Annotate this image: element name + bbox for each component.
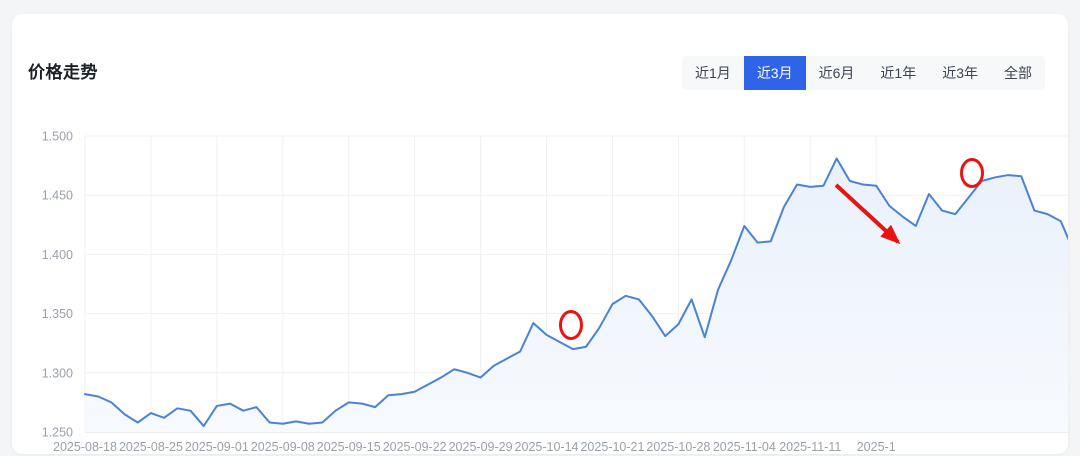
x-axis-tick-4: 2025-09-15 — [317, 440, 381, 454]
range-button-5[interactable]: 全部 — [991, 56, 1045, 90]
range-selector-group[interactable]: 近1月 近3月 近6月 近1年 近3年 全部 — [682, 56, 1045, 90]
x-axis-tick-11: 2025-11-11 — [779, 440, 841, 454]
x-axis-tick-0: 2025-08-18 — [53, 440, 117, 454]
x-axis-tick-1: 2025-08-25 — [119, 440, 183, 454]
x-axis-tick-3: 2025-09-08 — [251, 440, 315, 454]
price-chart: 1.250 1.300 1.350 1.400 1.450 1.500 2025-08-18… — [12, 14, 1068, 454]
y-axis-tick-1: 1.300 — [42, 366, 73, 380]
range-button-0[interactable]: 近1月 — [682, 56, 744, 90]
range-button-3[interactable]: 近1年 — [867, 56, 930, 90]
y-axis-tick-0: 1.250 — [42, 426, 73, 440]
x-axis-tick-10: 2025-11-04 — [713, 440, 776, 454]
price-line-chart-svg: 1.250 1.300 1.350 1.400 1.450 1.500 2025-08-18… — [42, 130, 1068, 454]
y-axis-tick-5: 1.500 — [42, 130, 73, 144]
x-axis-tick-2: 2025-09-01 — [185, 440, 249, 454]
circle-highlight-left — [559, 310, 583, 340]
price-line-path — [84, 157, 1068, 428]
x-axis-tick-12: 2025-1 — [857, 440, 896, 454]
price-area-fill — [85, 158, 1068, 432]
y-axis-tick-3: 1.400 — [42, 248, 73, 262]
x-axis-tick-9: 2025-10-28 — [646, 440, 710, 454]
card-header: 价格走势 近1月 近3月 近6月 近1年 近3年 全部 — [12, 14, 1068, 100]
circle-highlight-right — [960, 158, 984, 188]
y-axis-tick-2: 1.350 — [42, 307, 73, 321]
range-button-1[interactable]: 近3月 — [743, 56, 806, 90]
downtrend-arrow — [834, 183, 901, 245]
range-button-2[interactable]: 近6月 — [805, 56, 868, 90]
range-button-4[interactable]: 近3年 — [929, 56, 991, 90]
price-trend-card: 价格走势 近1月 近3月 近6月 近1年 近3年 全部 1.250 1.300 1.350 1.… — [12, 14, 1068, 454]
x-axis-tick-5: 2025-09-22 — [383, 440, 447, 454]
x-axis-tick-6: 2025-09-29 — [449, 440, 513, 454]
y-axis-tick-4: 1.450 — [42, 189, 73, 203]
x-axis-tick-8: 2025-10-21 — [580, 440, 644, 454]
page-title: 价格走势 — [28, 63, 98, 82]
x-axis-tick-7: 2025-10-14 — [515, 440, 579, 454]
